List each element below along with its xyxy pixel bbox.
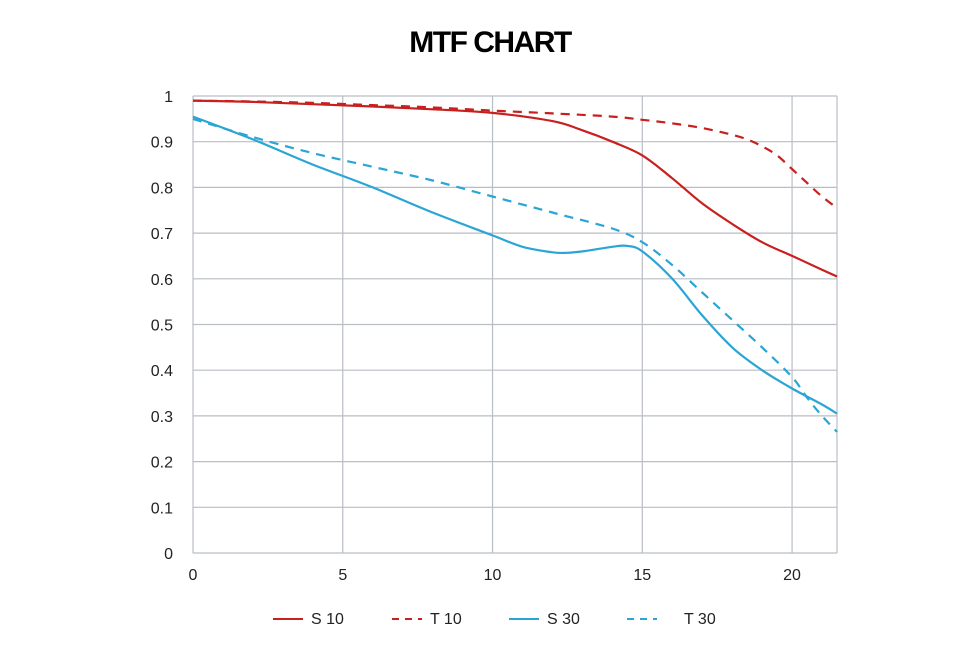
y-tick-label: 0.4 xyxy=(151,363,173,380)
x-tick-label: 20 xyxy=(783,567,801,584)
legend-label: T 30 xyxy=(684,611,716,628)
x-tick-label: 10 xyxy=(484,567,502,584)
series-line-t10 xyxy=(192,99,838,209)
y-tick-label: 0 xyxy=(164,546,173,563)
grid xyxy=(192,95,838,554)
y-tick-label: 0.7 xyxy=(151,226,173,243)
y-tick-label: 0.1 xyxy=(151,500,173,517)
x-tick-label: 0 xyxy=(189,567,198,584)
series-lines xyxy=(192,99,838,433)
series-line-s30 xyxy=(192,115,838,415)
y-tick-label: 0.2 xyxy=(151,455,173,472)
x-tick-label: 15 xyxy=(633,567,651,584)
y-tick-label: 0.5 xyxy=(151,318,173,335)
legend-label: T 10 xyxy=(430,611,462,628)
series-line-t30 xyxy=(192,117,838,433)
y-tick-label: 0.9 xyxy=(151,135,173,152)
axis-tick-labels: 00.10.20.30.40.50.60.70.80.910 5 10 15 20 xyxy=(151,89,801,584)
chart-title: MTF CHART xyxy=(409,26,572,59)
y-tick-label: 0.8 xyxy=(151,180,173,197)
legend: S 10 T 10 S 30 T 30 xyxy=(273,611,716,628)
y-tick-label: 1 xyxy=(164,89,173,106)
y-tick-label: 0.3 xyxy=(151,409,173,426)
series-line-s10 xyxy=(192,99,838,278)
y-tick-label: 0.6 xyxy=(151,272,173,289)
legend-label: S 30 xyxy=(547,611,580,628)
legend-label: S 10 xyxy=(311,611,344,628)
x-tick-label: 5 xyxy=(338,567,347,584)
